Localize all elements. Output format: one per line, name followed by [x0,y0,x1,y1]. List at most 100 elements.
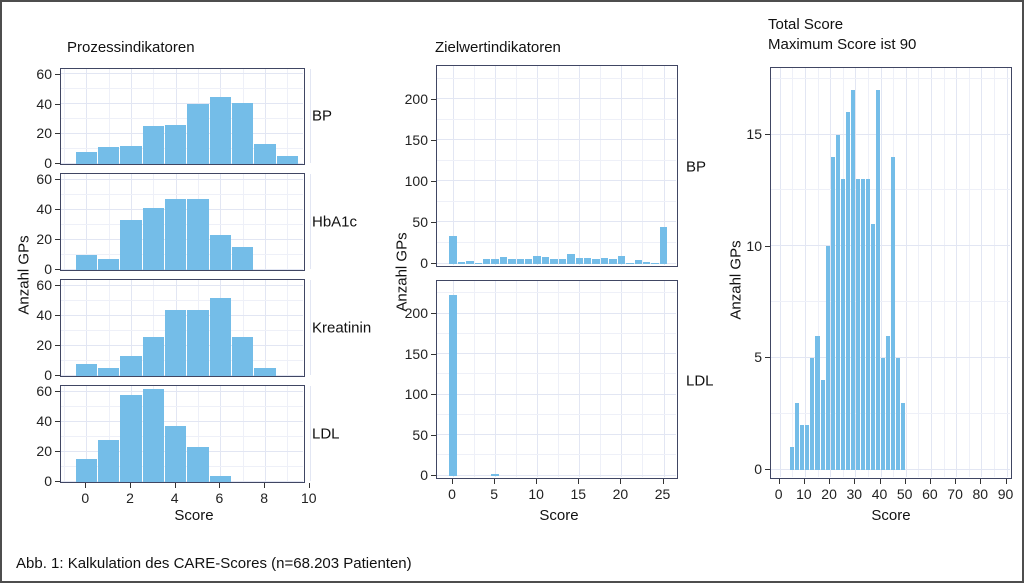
y-tick-mark [431,98,436,100]
histogram-bar [75,363,97,376]
gridline [61,284,303,286]
gridline [558,281,560,477]
y-tick-mark [55,269,60,270]
histogram-bar [120,356,142,376]
histogram-bar [845,112,850,470]
x-tick-label: 0 [448,486,456,502]
histogram-bar [875,89,880,470]
gridline [993,68,995,477]
facet-label-kreatinin: Kreatinin [312,319,372,337]
gridline [63,69,65,163]
y-tick-mark [55,209,60,210]
gridline [771,245,1010,247]
histogram-bar [75,459,97,482]
histogram-bar [254,368,276,376]
gridline [437,312,676,314]
histogram-bar [491,473,499,476]
gridline [63,386,65,481]
gridline [437,292,676,294]
gridline [309,174,311,269]
gridline [516,281,518,477]
gridline [621,66,623,265]
gridline [61,103,303,105]
gridline [309,280,311,375]
gridline [771,77,1010,79]
gridline [642,281,644,477]
gridline [309,386,311,481]
gridline [153,69,155,163]
x-tick-mark [620,479,622,484]
y-tick-mark [55,103,60,105]
x-tick-mark [955,479,957,484]
gridline [198,386,200,481]
gridline [287,69,289,163]
y-tick-mark [55,179,60,180]
gridline [579,281,581,477]
gridline [437,180,676,182]
facet-label-bp: BP [312,107,333,125]
histogram-bar [830,156,835,470]
histogram-bar [209,297,232,376]
histogram-bar [558,258,567,264]
gridline [804,68,806,477]
y-tick-label: 150 [404,131,428,148]
histogram-bar [855,179,860,470]
histogram-bar [651,262,659,264]
facet-label-bp: BP [686,158,707,176]
y-tick-mark [431,263,436,264]
gridline [63,174,65,269]
gridline [663,66,665,265]
gridline [642,66,644,265]
gridline [968,68,970,477]
x-tick-mark [803,479,805,484]
histogram-bar [209,96,232,164]
gridline [265,174,267,269]
gridline [792,68,794,477]
histogram-bar [97,147,120,164]
gridline [287,280,289,375]
gridline [265,69,267,163]
gridline [309,69,311,163]
y-tick-label: 20 [36,125,52,142]
gridline [108,69,110,163]
histogram-bar [232,336,254,376]
histogram-bar [516,258,525,264]
x-tick-label: 5 [490,486,498,502]
gridline [287,386,289,481]
histogram-bar [75,151,97,164]
x-tick-label: 0 [774,486,783,502]
x-axis-label: Score [539,507,579,524]
x-tick-mark [452,479,453,484]
histogram-bar [901,402,906,470]
histogram-bar [550,258,558,264]
histogram-bar [533,256,541,264]
plot-panel-bp [60,68,311,165]
x-tick-label: 70 [947,486,963,502]
gridline [437,393,676,395]
x-tick-label: 80 [972,486,989,502]
histogram-bar [254,144,276,164]
gridline [516,66,518,265]
y-tick-label: 100 [404,386,428,403]
gridline [600,281,602,477]
y-tick-mark [55,285,60,286]
x-tick-mark [1005,479,1007,484]
y-tick-mark [765,134,770,135]
y-tick-label: 0 [44,155,52,171]
gridline [918,68,920,477]
gridline [437,118,676,120]
y-tick-label: 40 [36,413,52,429]
gridline [771,412,1010,414]
gridline [437,454,676,456]
gridline [61,73,303,75]
y-tick-label: 50 [412,426,428,443]
y-tick-mark [431,394,436,396]
histogram-bar [209,475,232,482]
gridline [771,468,1010,470]
histogram-bar [187,309,209,376]
gridline [600,66,602,265]
histogram-bar [142,388,165,482]
x-tick-mark [264,483,266,488]
gridline [61,299,303,301]
histogram-bar [232,102,254,164]
